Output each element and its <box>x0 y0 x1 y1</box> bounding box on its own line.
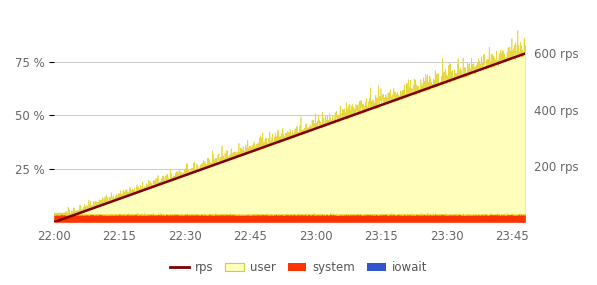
Legend: rps, user, system, iowait: rps, user, system, iowait <box>165 257 432 279</box>
